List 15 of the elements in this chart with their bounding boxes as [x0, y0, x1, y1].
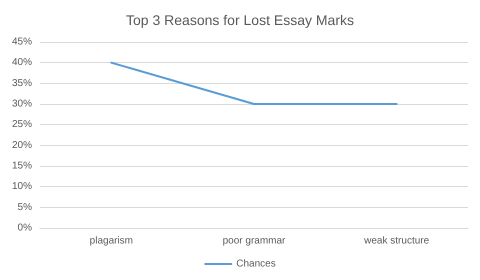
legend-label: Chances: [236, 258, 276, 270]
y-tick-label: 10%: [12, 181, 32, 192]
y-tick-label: 15%: [12, 160, 32, 172]
y-tick-label: 20%: [12, 140, 32, 151]
x-tick-label: plagarism: [90, 236, 134, 246]
x-tick-label: weak structure: [363, 236, 430, 246]
y-tick-label: 25%: [12, 119, 32, 130]
x-tick-label: poor grammar: [222, 236, 286, 246]
y-tick-label: 5%: [18, 202, 32, 213]
y-tick-label: 35%: [12, 78, 32, 89]
y-tick-label: 40%: [12, 57, 32, 68]
y-tick-label: 0%: [18, 222, 32, 234]
chart-title: Top 3 Reasons for Lost Essay Marks: [126, 12, 354, 28]
y-tick-label: 45%: [12, 36, 32, 48]
y-tick-label: 30%: [12, 98, 32, 110]
